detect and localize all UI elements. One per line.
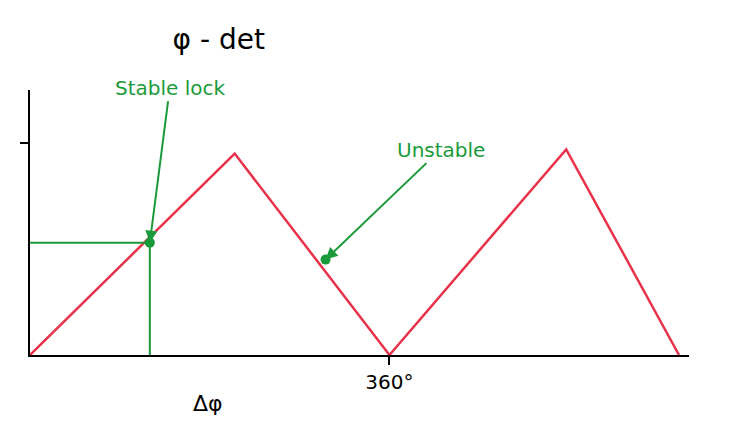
svg-text:Unstable: Unstable: [397, 138, 485, 162]
svg-text:Δφ: Δφ: [193, 391, 223, 416]
svg-text:φ - det: φ - det: [173, 23, 265, 56]
svg-text:360°: 360°: [365, 370, 413, 394]
svg-text:Stable lock: Stable lock: [115, 76, 225, 100]
